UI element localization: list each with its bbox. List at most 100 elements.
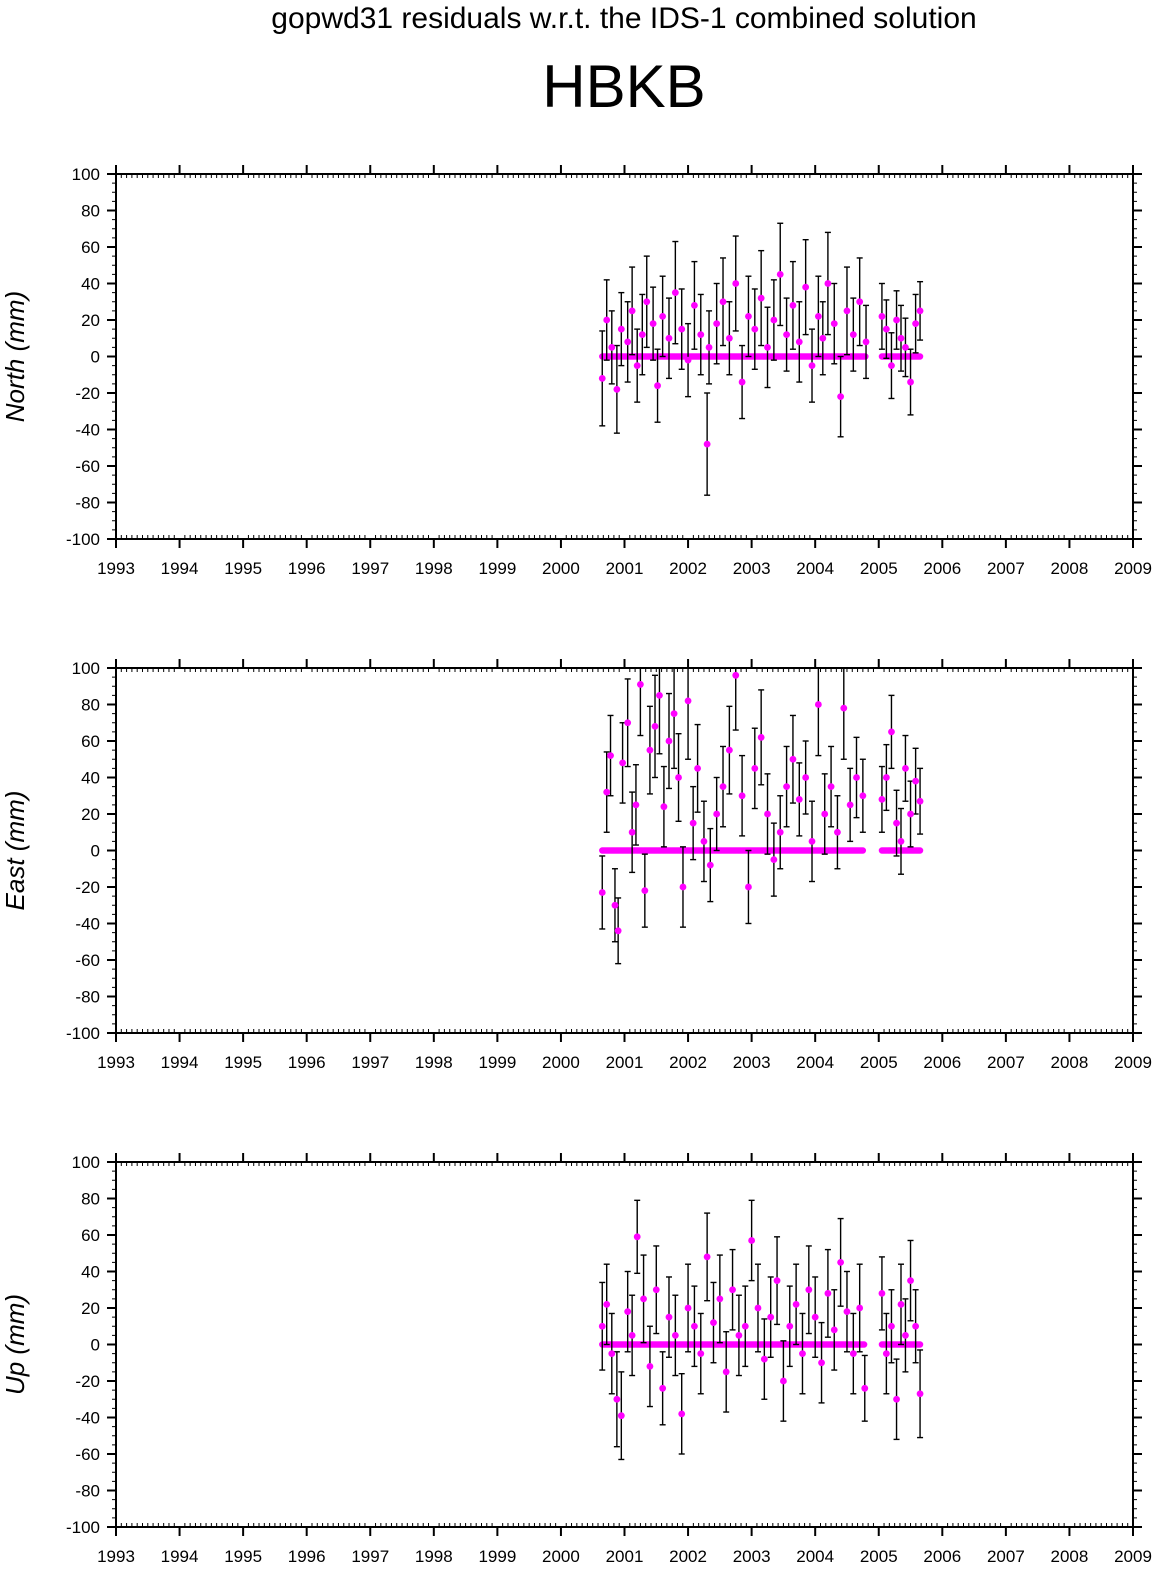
north-residual-point xyxy=(849,331,857,338)
east-residual-point xyxy=(846,801,854,809)
north-x-tick-label: 1996 xyxy=(288,559,326,578)
north-zero-point xyxy=(916,353,924,360)
figure-title: gopwd31 residuals w.r.t. the IDS-1 combi… xyxy=(271,2,977,35)
up-residual-point xyxy=(608,1350,616,1358)
east-residual-point xyxy=(700,837,708,845)
up-residual-point xyxy=(710,1319,717,1326)
north-x-tick-label: 2009 xyxy=(1114,559,1152,578)
north-x-tick-label: 2000 xyxy=(542,559,580,578)
up-y-tick-label: 0 xyxy=(91,1336,100,1355)
north-residual-point xyxy=(912,320,920,328)
station-name: HBKB xyxy=(542,53,706,120)
east-x-tick-label: 2004 xyxy=(796,1053,834,1072)
up-residual-point xyxy=(722,1368,730,1376)
east-residual-point xyxy=(614,927,622,935)
east-residual-point xyxy=(827,783,835,791)
north-residual-point xyxy=(783,331,790,338)
north-x-tick-label: 1999 xyxy=(478,559,516,578)
up-x-tick-label: 1993 xyxy=(97,1547,135,1566)
up-residual-point xyxy=(830,1326,838,1334)
north-residual-point xyxy=(856,298,864,306)
north-residual-point xyxy=(633,362,641,370)
up-residual-point xyxy=(888,1322,895,1330)
north-residual-point xyxy=(893,316,900,324)
up-residual-point xyxy=(878,1290,886,1297)
up-residual-point xyxy=(741,1322,749,1330)
north-x-tick-label: 2005 xyxy=(860,559,898,578)
east-residual-point xyxy=(651,723,659,730)
north-x-tick-label: 2007 xyxy=(987,559,1025,578)
east-residual-point xyxy=(619,759,626,767)
north-residual-point xyxy=(795,338,803,346)
east-residual-point xyxy=(738,792,746,800)
north-residual-point xyxy=(617,325,625,333)
up-residual-point xyxy=(729,1286,736,1294)
east-residual-point xyxy=(607,752,614,759)
up-residual-point xyxy=(640,1295,647,1303)
east-x-tick-label: 1998 xyxy=(415,1053,453,1072)
north-residual-point xyxy=(808,362,816,370)
east-residual-point xyxy=(821,810,829,818)
up-y-tick-label: -60 xyxy=(75,1445,100,1464)
east-residual-point xyxy=(745,883,752,891)
north-residual-point xyxy=(830,320,838,328)
up-residual-point xyxy=(805,1286,813,1294)
east-x-tick-label: 1997 xyxy=(351,1053,389,1072)
east-residual-point xyxy=(814,701,822,708)
east-y-tick-label: 60 xyxy=(81,732,100,751)
up-zero-point xyxy=(860,1341,868,1348)
up-residual-point xyxy=(773,1277,781,1285)
up-zero-point xyxy=(916,1341,924,1348)
up-x-tick-label: 1998 xyxy=(415,1547,453,1566)
east-residual-point xyxy=(853,774,860,781)
up-residual-point xyxy=(824,1290,832,1297)
east-x-tick-label: 1994 xyxy=(161,1053,199,1072)
up-residual-point xyxy=(760,1355,768,1363)
up-residual-point xyxy=(780,1377,787,1385)
east-residual-point xyxy=(789,755,797,763)
north-x-tick-label: 1995 xyxy=(224,559,262,578)
up-residual-point xyxy=(849,1350,857,1358)
up-residual-point xyxy=(893,1395,900,1403)
east-residual-point xyxy=(665,737,673,745)
up-x-tick-label: 1995 xyxy=(224,1547,262,1566)
east-x-tick-label: 1996 xyxy=(288,1053,326,1072)
up-residual-point xyxy=(786,1322,794,1330)
east-residual-point xyxy=(893,819,900,827)
north-residual-point xyxy=(713,320,721,328)
north-residual-point xyxy=(608,343,616,351)
up-residual-point xyxy=(916,1390,924,1398)
up-residual-point xyxy=(703,1253,711,1261)
north-residual-point xyxy=(705,343,713,351)
up-residual-point xyxy=(811,1313,819,1321)
north-residual-point xyxy=(814,312,822,320)
up-residual-point xyxy=(697,1350,705,1358)
north-residual-point xyxy=(628,307,636,315)
north-residual-point xyxy=(888,362,895,370)
east-y-tick-label: 40 xyxy=(81,769,100,788)
east-zero-point xyxy=(916,847,924,854)
east-panel: 1993 1994 1995 1996 1997 1998 1999 2000 2001 2002… xyxy=(0,659,1152,1072)
up-y-tick-label: -20 xyxy=(75,1372,100,1391)
up-residual-point xyxy=(754,1304,762,1312)
north-y-tick-label: 20 xyxy=(81,311,100,330)
east-residual-point xyxy=(882,774,890,781)
up-residual-point xyxy=(792,1300,800,1308)
east-residual-point xyxy=(776,828,784,836)
up-residual-point xyxy=(652,1286,660,1294)
north-x-tick-label: 1998 xyxy=(415,559,453,578)
east-y-tick-label: 100 xyxy=(72,659,100,678)
north-y-axis-title: North (mm) xyxy=(0,291,30,422)
north-residual-point xyxy=(862,338,870,346)
north-residual-point xyxy=(643,298,651,306)
north-residual-point xyxy=(882,325,890,333)
east-residual-point xyxy=(656,691,663,699)
up-x-tick-label: 2003 xyxy=(733,1547,771,1566)
up-residual-point xyxy=(624,1308,632,1316)
north-residual-point xyxy=(764,343,771,351)
up-residual-point xyxy=(617,1412,625,1420)
east-residual-point xyxy=(641,887,649,895)
up-residual-point xyxy=(716,1295,724,1303)
east-residual-point xyxy=(802,774,810,781)
up-y-tick-label: 100 xyxy=(72,1153,100,1172)
